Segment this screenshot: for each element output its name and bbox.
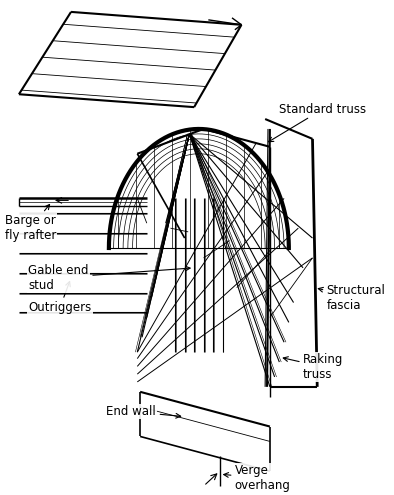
Text: Verge
overhang: Verge overhang bbox=[224, 464, 291, 492]
Text: Gable end
stud: Gable end stud bbox=[28, 264, 190, 292]
Text: Barge or
fly rafter: Barge or fly rafter bbox=[5, 204, 56, 242]
Text: Raking
truss: Raking truss bbox=[283, 353, 344, 381]
Text: Outriggers: Outriggers bbox=[28, 282, 92, 314]
Text: End wall: End wall bbox=[106, 405, 181, 418]
Text: Structural
fascia: Structural fascia bbox=[318, 284, 386, 311]
Text: Standard truss: Standard truss bbox=[269, 102, 366, 142]
